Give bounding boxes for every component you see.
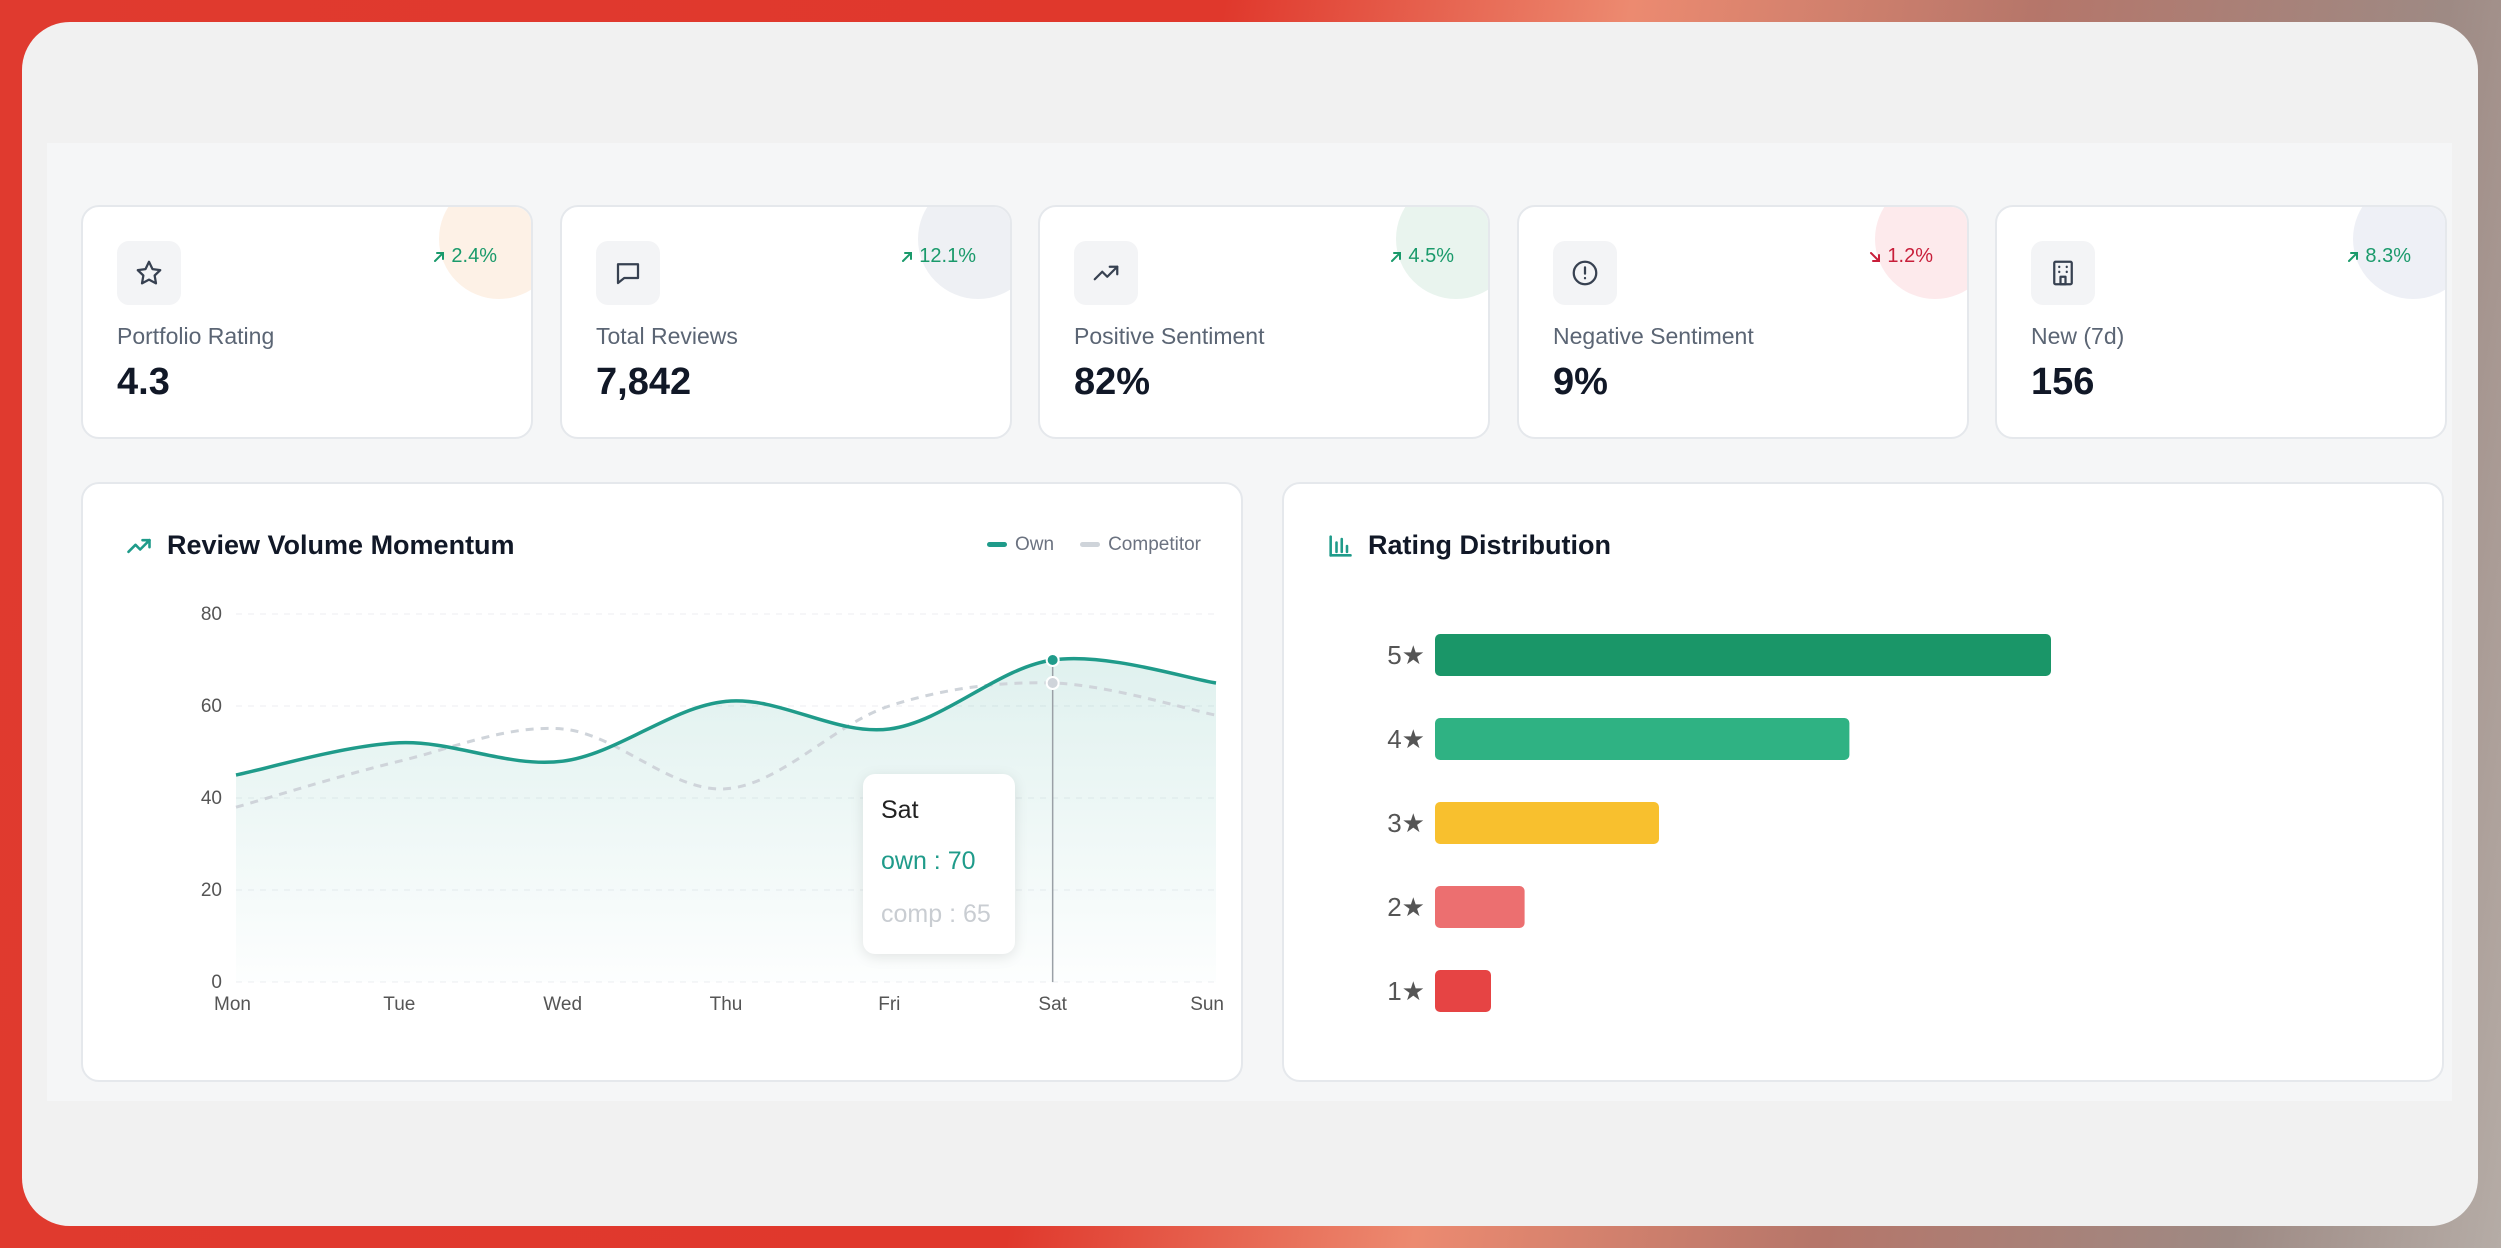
arrow-up-right-icon xyxy=(899,249,915,265)
rating-bar[interactable] xyxy=(1435,970,1491,1012)
stat-card-positive-sentiment[interactable]: 4.5% Positive Sentiment 82% xyxy=(1038,205,1490,439)
stat-label: Total Reviews xyxy=(596,323,738,349)
alert-circle-icon xyxy=(1572,260,1598,286)
stat-value: 7,842 xyxy=(596,361,692,403)
trend-value: 4.5% xyxy=(1408,245,1454,267)
x-tick-label: Fri xyxy=(878,994,900,1015)
stat-value: 4.3 xyxy=(117,361,170,403)
x-tick-label: Wed xyxy=(543,994,582,1015)
x-tick-label: Thu xyxy=(710,994,743,1015)
rating-bar[interactable] xyxy=(1435,718,1850,760)
stat-value: 156 xyxy=(2031,361,2095,403)
trend-badge: 1.2% xyxy=(1867,245,1933,268)
y-tick-label: 40 xyxy=(201,788,222,809)
stat-value: 82% xyxy=(1074,361,1151,403)
rating-distribution-title: Rating Distribution xyxy=(1326,530,1611,561)
stat-card-negative-sentiment[interactable]: 1.2% Negative Sentiment 9% xyxy=(1517,205,1969,439)
stat-icon-box xyxy=(2031,241,2095,305)
rating-label: 4★ xyxy=(1387,724,1425,754)
stat-icon-box xyxy=(117,241,181,305)
tooltip-comp: comp : 65 xyxy=(881,900,991,928)
y-tick-label: 80 xyxy=(201,604,222,625)
trend-value: 1.2% xyxy=(1887,245,1933,267)
competitor-point[interactable] xyxy=(1045,676,1060,690)
line-chart-title: Review Volume Momentum xyxy=(167,530,515,560)
trending-up-icon xyxy=(127,538,151,553)
line-chart[interactable]: 0 20 40 60 80 Mon Tue Wed Thu Fri Sat Sun xyxy=(83,484,1241,1080)
arrow-up-right-icon xyxy=(1388,249,1404,265)
stat-value: 9% xyxy=(1553,361,1608,403)
x-tick-label: Sat xyxy=(1038,994,1067,1015)
bar-chart-title: Rating Distribution xyxy=(1368,530,1611,560)
trend-badge: 4.5% xyxy=(1388,245,1454,268)
rating-label: 2★ xyxy=(1387,892,1425,922)
trend-value: 12.1% xyxy=(919,245,976,267)
own-point[interactable] xyxy=(1045,653,1060,667)
rating-bar[interactable] xyxy=(1435,634,2051,676)
x-tick-label: Tue xyxy=(383,994,415,1015)
x-tick-label: Sun xyxy=(1190,994,1224,1015)
building-icon xyxy=(2053,260,2073,286)
stat-icon-box xyxy=(1553,241,1617,305)
bar-chart-icon xyxy=(1329,534,1352,557)
rating-label: 1★ xyxy=(1387,976,1425,1006)
star-icon xyxy=(136,260,162,285)
stat-label: Portfolio Rating xyxy=(117,323,275,349)
trend-badge: 2.4% xyxy=(431,245,497,268)
own-area xyxy=(236,658,1216,982)
review-volume-card: Review Volume Momentum Own Competitor 0 2… xyxy=(81,482,1243,1082)
trend-badge: 8.3% xyxy=(2345,245,2411,268)
chart-tooltip: Sat own : 70 comp : 65 xyxy=(863,774,1015,954)
rating-distribution-card: Rating Distribution 5★ 4★ 3★ 2★ 1★ xyxy=(1282,482,2444,1082)
review-volume-title: Review Volume Momentum xyxy=(125,530,515,561)
tooltip-day: Sat xyxy=(881,796,919,824)
app-window: 2.4% Portfolio Rating 4.3 12.1% Total Review… xyxy=(22,22,2478,1226)
stat-label: Negative Sentiment xyxy=(1553,323,1754,349)
dashboard: 2.4% Portfolio Rating 4.3 12.1% Total Review… xyxy=(47,143,2452,1101)
rating-label: 3★ xyxy=(1387,808,1425,838)
trend-badge: 12.1% xyxy=(899,245,976,268)
rating-label: 5★ xyxy=(1387,640,1425,670)
trend-value: 2.4% xyxy=(451,245,497,267)
stat-card-portfolio-rating[interactable]: 2.4% Portfolio Rating 4.3 xyxy=(81,205,533,439)
legend-own-label: Own xyxy=(1015,534,1055,555)
arrow-down-right-icon xyxy=(1867,249,1883,265)
stat-icon-box xyxy=(1074,241,1138,305)
legend-competitor-label: Competitor xyxy=(1108,534,1201,555)
chart-legend: Own Competitor xyxy=(987,534,1201,556)
rating-bar[interactable] xyxy=(1435,886,1525,928)
legend-own[interactable]: Own xyxy=(987,534,1054,556)
stat-card-new-7d[interactable]: 8.3% New (7d) 156 xyxy=(1995,205,2447,439)
trending-up-icon xyxy=(1093,265,1119,281)
legend-competitor[interactable]: Competitor xyxy=(1080,534,1201,556)
x-tick-label: Mon xyxy=(214,994,251,1015)
arrow-up-right-icon xyxy=(2345,249,2361,265)
trend-value: 8.3% xyxy=(2365,245,2411,267)
rating-bar[interactable] xyxy=(1435,802,1659,844)
stat-label: Positive Sentiment xyxy=(1074,323,1265,349)
y-tick-label: 0 xyxy=(211,972,222,993)
arrow-up-right-icon xyxy=(431,249,447,265)
y-tick-label: 20 xyxy=(201,880,222,901)
stat-card-total-reviews[interactable]: 12.1% Total Reviews 7,842 xyxy=(560,205,1012,439)
tooltip-own: own : 70 xyxy=(881,847,976,875)
competitor-line[interactable] xyxy=(235,681,1217,809)
y-tick-label: 60 xyxy=(201,696,222,717)
bar-chart[interactable]: 5★ 4★ 3★ 2★ 1★ xyxy=(1284,484,2442,1080)
stat-icon-box xyxy=(596,241,660,305)
message-icon xyxy=(616,263,640,285)
stat-label: New (7d) xyxy=(2031,323,2125,349)
